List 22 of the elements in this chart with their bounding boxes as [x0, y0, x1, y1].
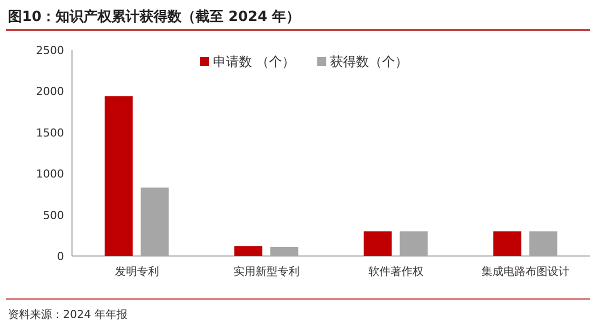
legend-label: 申请数 （个） [213, 55, 296, 70]
bar [270, 246, 298, 256]
legend-label: 获得数（个） [330, 55, 408, 70]
x-tick-label: 实用新型专利 [233, 265, 300, 278]
bar [364, 231, 392, 256]
x-tick-label: 集成电路布图设计 [481, 265, 570, 278]
bar [234, 246, 262, 256]
bar [400, 231, 428, 256]
x-tick-label: 发明专利 [114, 265, 159, 278]
y-tick-label: 2500 [36, 44, 64, 57]
y-tick-label: 0 [57, 250, 64, 263]
y-tick-label: 1000 [36, 168, 64, 181]
y-tick-label: 500 [43, 208, 64, 222]
chart-title: 图10：知识产权累计获得数（截至 2024 年） [8, 8, 300, 25]
y-tick-label: 1500 [36, 126, 64, 140]
bar [493, 231, 522, 256]
x-tick-label: 软件著作权 [368, 265, 424, 278]
text: 资料来源：2024 年年报 [8, 308, 128, 321]
bar [529, 231, 558, 256]
y-tick-label: 2000 [36, 85, 64, 98]
bar [104, 96, 133, 256]
bar [140, 188, 169, 256]
